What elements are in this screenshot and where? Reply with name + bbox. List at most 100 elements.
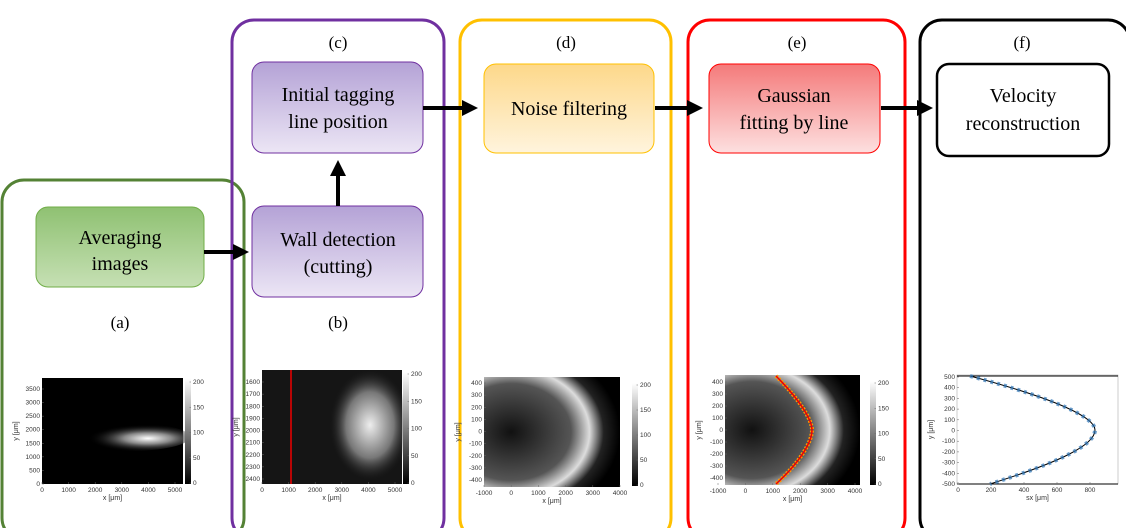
colorbar-tick-label: 100	[193, 430, 204, 437]
x-tick-label: 800	[1085, 487, 1096, 494]
x-tick-label: -1000	[476, 490, 493, 497]
colorbar-tick-label: 50	[640, 457, 648, 464]
y-tick-label: 0	[36, 481, 40, 488]
x-axis-label: x [μm]	[103, 495, 122, 502]
colorbar-tick-label: 0	[193, 480, 197, 487]
y-tick-label: -500	[942, 481, 955, 488]
colorbar-tick-label: 200	[878, 380, 889, 387]
y-tick-label: 1700	[246, 391, 261, 398]
y-tick-label: 2200	[246, 452, 261, 459]
colorbar-tick-label: 150	[193, 404, 204, 411]
colorbar-tick-label: 200	[640, 382, 651, 389]
colorbar-tick-label: 100	[640, 432, 651, 439]
group-frame	[686, 18, 907, 528]
step-label: Gaussian	[757, 85, 830, 107]
group-frame	[230, 18, 446, 528]
y-tick-label: 2300	[246, 464, 261, 471]
y-axis-label: y [μm]	[233, 417, 240, 436]
x-tick-label: 3000	[820, 488, 835, 495]
y-tick-label: 1500	[26, 440, 41, 447]
colorbar-tick-label: 0	[411, 480, 415, 487]
y-tick-label: 300	[471, 392, 482, 399]
y-tick-label: -100	[469, 441, 482, 448]
colorbar-tick-label: 150	[640, 407, 651, 414]
group-frame	[0, 178, 246, 528]
y-axis-label: y [μm]	[13, 421, 20, 440]
step-label: Averaging	[79, 227, 162, 249]
colorbar-tick-label: 50	[411, 453, 419, 460]
y-tick-label: 300	[712, 391, 723, 398]
x-tick-label: 0	[260, 487, 264, 494]
colorbar-tick-label: 50	[193, 455, 201, 462]
x-tick-label: -1000	[710, 488, 727, 495]
y-tick-label: 2500	[26, 413, 41, 420]
colorbar-tick-label: 100	[878, 431, 889, 438]
step-box	[251, 61, 424, 154]
y-tick-label: 3500	[26, 386, 41, 393]
step-label: reconstruction	[966, 113, 1080, 135]
y-tick-label: -400	[710, 475, 723, 482]
step-label: Initial tagging	[282, 84, 395, 106]
colorbar-tick-label: 150	[411, 398, 422, 405]
y-axis-label: y [μm]	[696, 420, 703, 439]
y-tick-label: 0	[951, 428, 955, 435]
x-tick-label: 2000	[88, 487, 103, 494]
x-tick-label: 1000	[766, 488, 781, 495]
thumbnail-a	[42, 378, 191, 484]
stage-tag: (a)	[111, 313, 130, 332]
stage-tag: (e)	[788, 33, 807, 52]
x-tick-label: 400	[1019, 487, 1030, 494]
x-axis-label: x [μm]	[783, 496, 802, 503]
x-tick-label: 0	[956, 487, 960, 494]
y-tick-label: 100	[471, 416, 482, 423]
x-tick-label: 1000	[61, 487, 76, 494]
colorbar-tick-label: 50	[878, 456, 886, 463]
stage-tag: (d)	[556, 33, 576, 52]
y-tick-label: 500	[29, 467, 40, 474]
x-tick-label: 1000	[281, 487, 296, 494]
step-label: line position	[288, 111, 387, 133]
colorbar-tick-label: 0	[878, 481, 882, 488]
y-tick-label: 500	[944, 374, 955, 381]
step-box	[483, 63, 655, 154]
thumbnail-b	[262, 370, 410, 484]
x-tick-label: 3000	[335, 487, 350, 494]
x-tick-label: 0	[509, 490, 513, 497]
y-tick-label: 400	[944, 385, 955, 392]
colorbar-tick-label: 0	[640, 482, 644, 489]
group-frame	[458, 18, 673, 528]
step-label: fitting by line	[740, 112, 849, 134]
thumbnail-e	[725, 374, 876, 486]
stage-tag: (c)	[329, 33, 348, 52]
step-label: (cutting)	[304, 256, 373, 278]
step-label: Velocity	[990, 85, 1057, 107]
y-tick-label: -100	[710, 439, 723, 446]
y-tick-label: -400	[469, 477, 482, 484]
colorbar-tick-label: 200	[411, 371, 422, 378]
x-tick-label: 1000	[531, 490, 546, 497]
colorbar-tick-label: 150	[878, 405, 889, 412]
thumbnail-d	[484, 377, 638, 487]
y-tick-label: 300	[944, 395, 955, 402]
y-tick-label: 1800	[246, 403, 261, 410]
stage-tag: (f)	[1014, 33, 1031, 52]
x-tick-label: 3000	[115, 487, 130, 494]
y-tick-label: 3000	[26, 400, 41, 407]
step-box	[935, 62, 1111, 158]
x-tick-label: 4000	[361, 487, 376, 494]
y-tick-label: 2000	[246, 428, 261, 435]
y-tick-label: 0	[719, 427, 723, 434]
y-axis-label: y [μm]	[455, 422, 462, 441]
colorbar-tick-label: 100	[411, 426, 422, 433]
y-tick-label: 0	[478, 429, 482, 436]
y-tick-label: 2400	[246, 476, 261, 483]
y-tick-label: -300	[710, 463, 723, 470]
y-tick-label: 1900	[246, 415, 261, 422]
y-tick-label: 1600	[246, 379, 261, 386]
x-tick-label: 5000	[388, 487, 403, 494]
colorbar-tick-label: 200	[193, 379, 204, 386]
y-tick-label: 2100	[246, 440, 261, 447]
y-tick-label: 200	[471, 404, 482, 411]
x-tick-label: 2000	[308, 487, 323, 494]
